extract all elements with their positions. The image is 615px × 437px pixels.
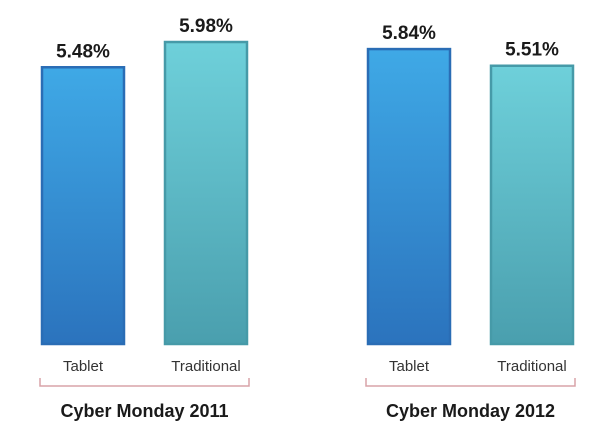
value-label-traditional-cyber-monday-2012: 5.51% [505,40,559,61]
value-label-traditional-cyber-monday-2011: 5.98% [179,16,233,37]
bar-traditional-cyber-monday-2011 [163,40,249,346]
chart-marks: 5.48% Tablet 5.98% Traditional Cyber Monday … [39,16,576,421]
category-label-tablet-cyber-monday-2011: Tablet [63,358,104,375]
bar-tablet-cyber-monday-2012 [366,47,452,346]
bar-tablet-cyber-monday-2011 [40,66,126,346]
value-label-tablet-cyber-monday-2011: 5.48% [56,41,110,62]
group-bracket-cyber-monday-2012 [365,378,576,387]
group-bracket-cyber-monday-2011 [39,378,250,387]
group-label-cyber-monday-2012: Cyber Monday 2012 [386,401,555,421]
bar-group-cyber-monday-2012: 5.84% Tablet 5.51% Traditional Cyber Monday … [365,23,576,421]
category-label-traditional-cyber-monday-2012: Traditional [497,358,566,375]
value-label-tablet-cyber-monday-2012: 5.84% [382,23,436,44]
category-label-traditional-cyber-monday-2011: Traditional [171,358,240,375]
category-label-tablet-cyber-monday-2012: Tablet [389,358,430,375]
bar-traditional-cyber-monday-2012 [489,64,575,346]
group-label-cyber-monday-2011: Cyber Monday 2011 [60,401,228,421]
bar-group-cyber-monday-2011: 5.48% Tablet 5.98% Traditional Cyber Monday … [39,16,250,421]
